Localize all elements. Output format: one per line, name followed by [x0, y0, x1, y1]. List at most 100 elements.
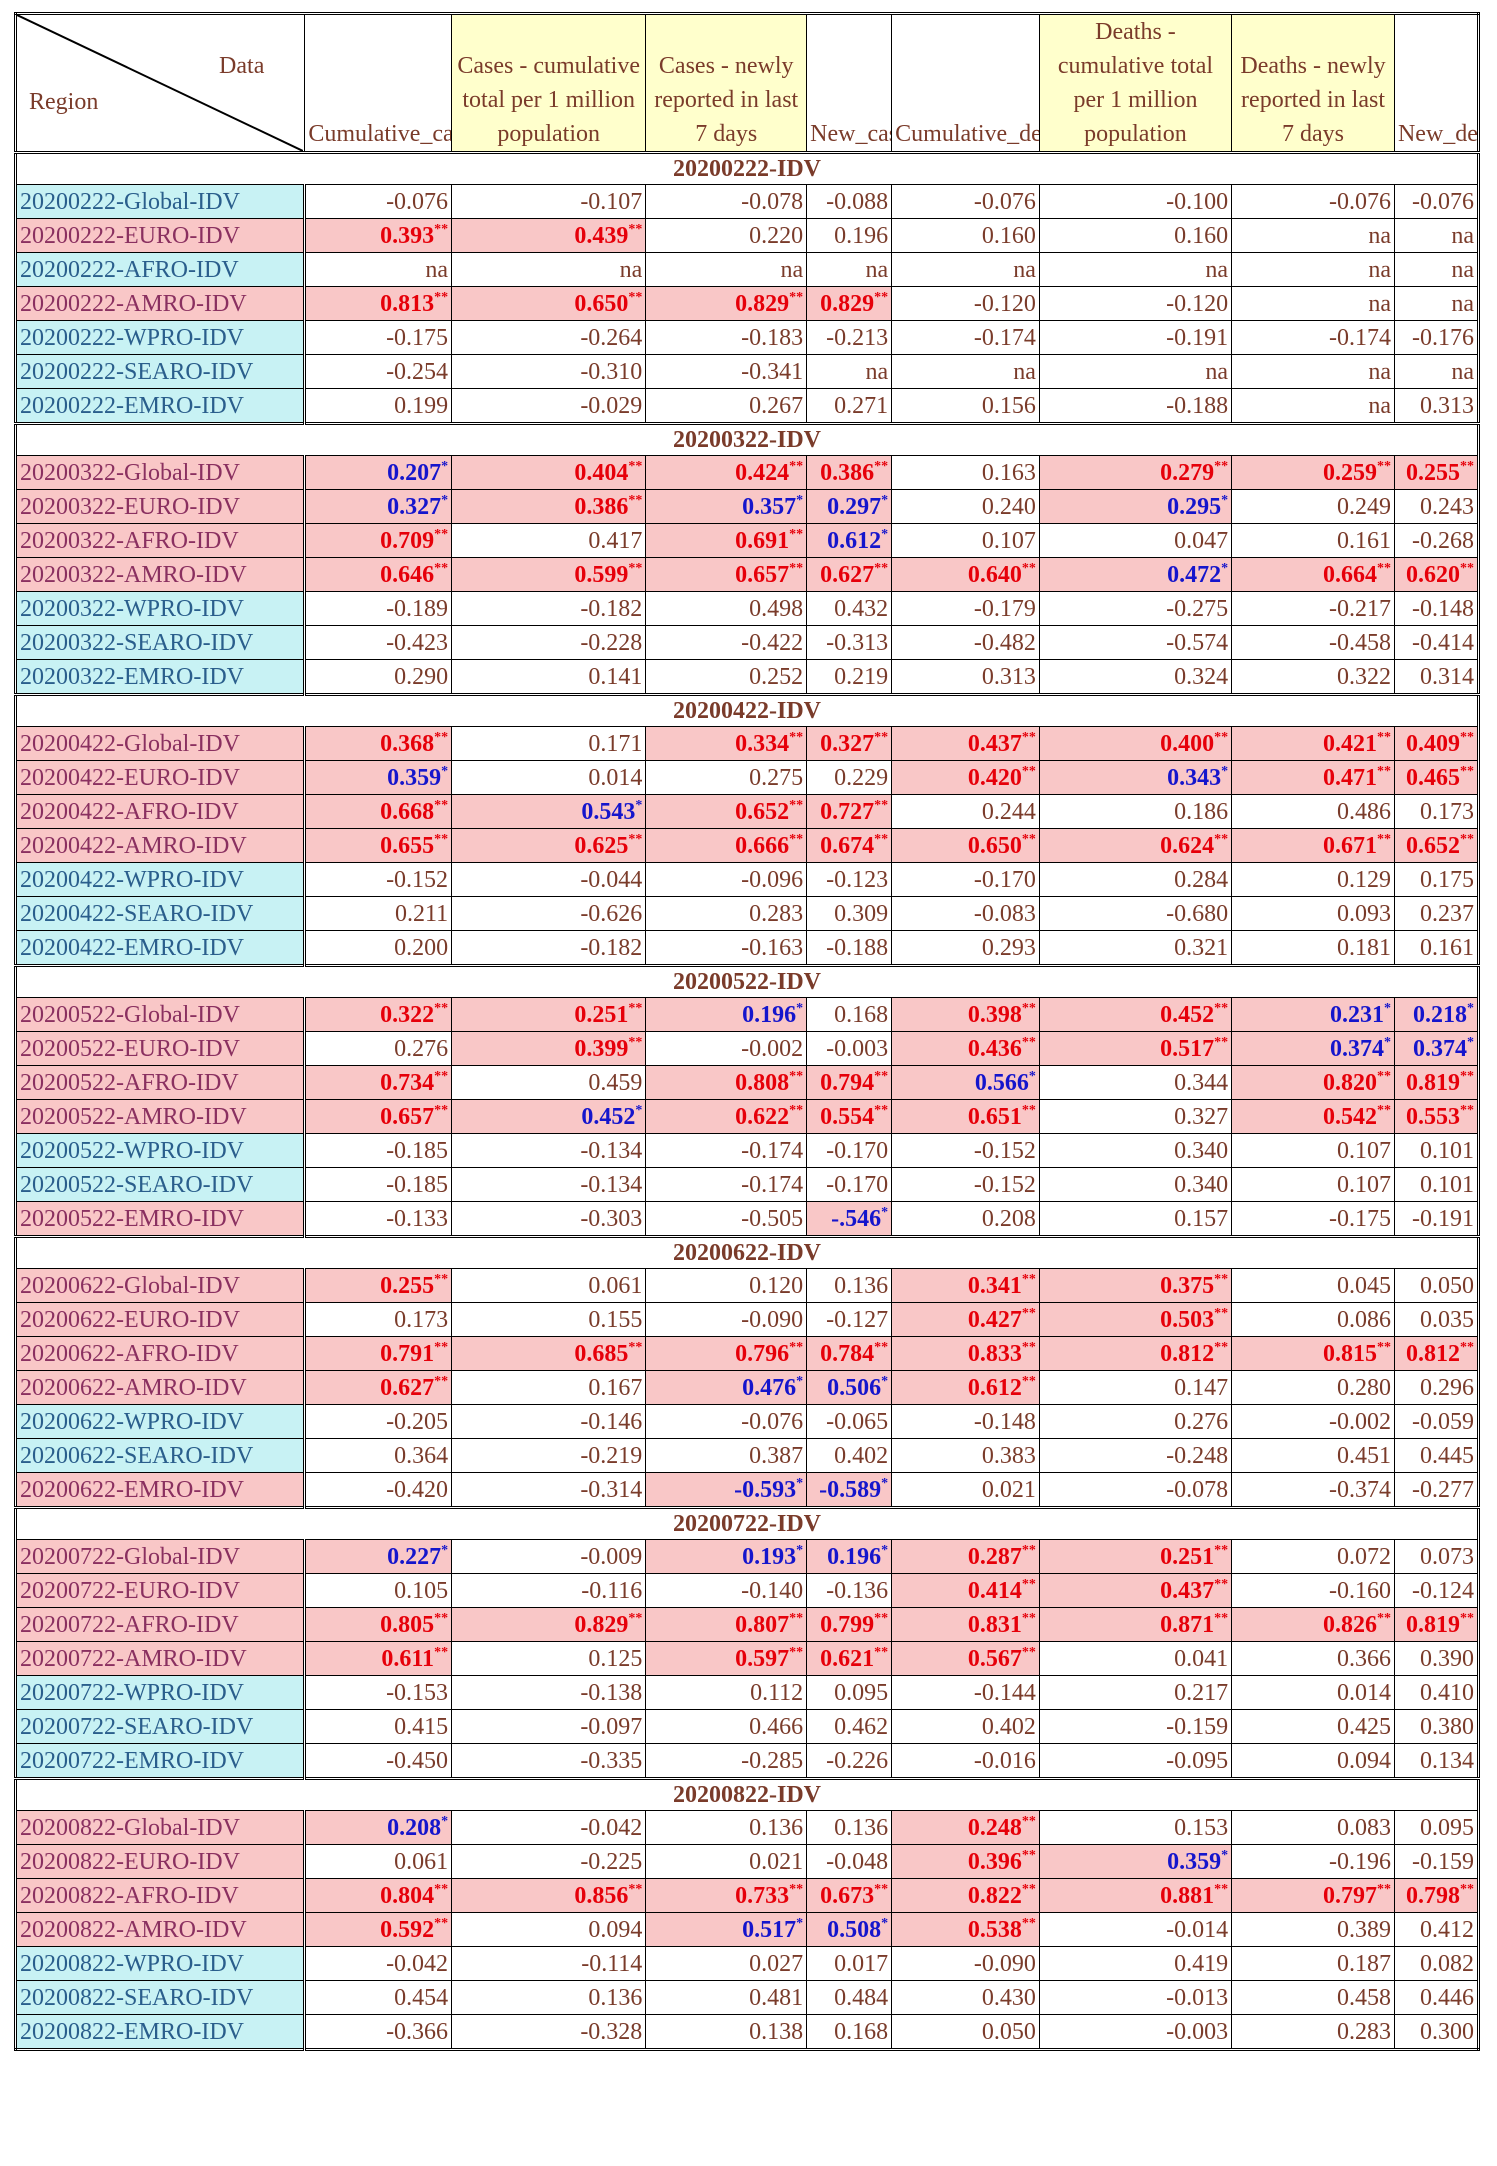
- value-cell: 0.655**: [304, 828, 453, 863]
- value-cell: -0.264: [451, 320, 647, 355]
- value-cell: 0.808**: [645, 1065, 808, 1100]
- value-cell: 0.436**: [891, 1031, 1040, 1066]
- region-cell: 20200622-EMRO-IDV: [14, 1472, 307, 1508]
- value-cell: 0.819**: [1393, 1065, 1480, 1100]
- data-row: 20200222-SEARO-IDV -0.254 -0.310 -0.341 na na…: [14, 354, 1480, 389]
- value-cell: -0.107: [451, 184, 647, 219]
- value-cell: 0.622**: [645, 1099, 808, 1134]
- data-row: 20200322-WPRO-IDV -0.189 -0.182 0.498 0.432-…: [14, 591, 1480, 626]
- value-cell: 0.856**: [451, 1878, 647, 1913]
- value-cell: 0.398**: [891, 997, 1040, 1032]
- value-cell: 0.393**: [304, 218, 453, 253]
- value-cell: 0.208: [891, 1201, 1040, 1237]
- data-row: 20200422-AFRO-IDV 0.668** 0.543* 0.652** 0.7…: [14, 794, 1480, 829]
- value-cell: 0.196*: [806, 1539, 893, 1574]
- value-cell: 0.147: [1038, 1370, 1233, 1405]
- value-cell: 0.027: [645, 1946, 808, 1981]
- value-cell: 0.359*: [304, 760, 453, 795]
- value-cell: 0.462: [806, 1709, 893, 1744]
- value-cell: 0.390: [1393, 1641, 1480, 1676]
- data-row: 20200822-AFRO-IDV 0.804** 0.856** 0.733** 0.…: [14, 1878, 1480, 1913]
- value-cell: 0.021: [645, 1844, 808, 1879]
- value-cell: -0.146: [451, 1404, 647, 1439]
- data-row: 20200322-EURO-IDV 0.327* 0.386** 0.357* 0.29…: [14, 489, 1480, 524]
- data-row: 20200622-AMRO-IDV 0.627** 0.167 0.476* 0.506…: [14, 1370, 1480, 1405]
- value-cell: 0.465**: [1393, 760, 1480, 795]
- value-cell: 0.375**: [1038, 1268, 1233, 1303]
- value-cell: 0.404**: [451, 455, 647, 490]
- value-cell: -0.159: [1393, 1844, 1480, 1879]
- data-row: 20200522-SEARO-IDV -0.185 -0.134 -0.174 -0.1…: [14, 1167, 1480, 1202]
- value-cell: -.546*: [806, 1201, 893, 1237]
- value-cell: 0.161: [1393, 930, 1480, 966]
- value-cell: 0.674**: [806, 828, 893, 863]
- value-cell: 0.554**: [806, 1099, 893, 1134]
- value-cell: 0.341**: [891, 1268, 1040, 1303]
- group-row: 20200822-IDV: [15, 1777, 1479, 1811]
- group-title: 20200222-IDV: [15, 151, 1479, 185]
- data-row: 20200422-WPRO-IDV -0.152 -0.044 -0.096 -0.12…: [14, 862, 1480, 897]
- value-cell: 0.138: [645, 2014, 808, 2050]
- value-cell: 0.321: [1038, 930, 1233, 966]
- value-cell: 0.402: [806, 1438, 893, 1473]
- data-row: 20200822-EURO-IDV 0.061 -0.225 0.021 -0.048 0…: [14, 1844, 1480, 1879]
- value-cell: 0.820**: [1231, 1065, 1395, 1100]
- value-cell: -0.176: [1393, 320, 1480, 355]
- column-header: New_deaths: [1393, 13, 1480, 153]
- value-cell: 0.207*: [304, 455, 453, 490]
- region-cell: 20200322-SEARO-IDV: [14, 625, 307, 660]
- region-cell: 20200822-Global-IDV: [14, 1810, 307, 1845]
- value-cell: 0.129: [1231, 862, 1395, 897]
- value-cell: 0.181: [1231, 930, 1395, 966]
- region-cell: 20200822-EMRO-IDV: [14, 2014, 307, 2050]
- value-cell: 0.452*: [451, 1099, 647, 1134]
- value-cell: -0.174: [645, 1133, 808, 1168]
- value-cell: 0.280: [1231, 1370, 1395, 1405]
- value-cell: 0.295*: [1038, 489, 1233, 524]
- value-cell: na: [451, 252, 647, 287]
- value-cell: 0.566*: [891, 1065, 1040, 1100]
- value-cell: -0.191: [1393, 1201, 1480, 1237]
- data-row: 20200622-SEARO-IDV 0.364 -0.219 0.387 0.402 0…: [14, 1438, 1480, 1473]
- value-cell: na: [1393, 218, 1480, 253]
- value-cell: 0.691**: [645, 523, 808, 558]
- region-cell: 20200422-AFRO-IDV: [14, 794, 307, 829]
- value-cell: 0.101: [1393, 1133, 1480, 1168]
- value-cell: -0.163: [645, 930, 808, 966]
- value-cell: -0.219: [451, 1438, 647, 1473]
- region-cell: 20200822-AMRO-IDV: [14, 1912, 307, 1947]
- value-cell: 0.120: [645, 1268, 808, 1303]
- region-cell: 20200222-Global-IDV: [14, 184, 307, 219]
- value-cell: -0.182: [451, 591, 647, 626]
- value-cell: 0.095: [806, 1675, 893, 1710]
- value-cell: 0.283: [645, 896, 808, 931]
- group-title: 20200722-IDV: [15, 1506, 1479, 1540]
- value-cell: -0.303: [451, 1201, 647, 1237]
- group-row: 20200522-IDV: [15, 964, 1479, 998]
- value-cell: na: [806, 354, 893, 389]
- value-cell: -0.076: [1393, 184, 1480, 219]
- value-cell: 0.396**: [891, 1844, 1040, 1879]
- value-cell: -0.153: [304, 1675, 453, 1710]
- value-cell: 0.410: [1393, 1675, 1480, 1710]
- value-cell: -0.228: [451, 625, 647, 660]
- value-cell: na: [1231, 286, 1395, 321]
- region-cell: 20200522-AFRO-IDV: [14, 1065, 307, 1100]
- value-cell: 0.101: [1393, 1167, 1480, 1202]
- value-cell: 0.419: [1038, 1946, 1233, 1981]
- value-cell: 0.812**: [1393, 1336, 1480, 1371]
- value-cell: -0.100: [1038, 184, 1233, 219]
- value-cell: 0.227*: [304, 1539, 453, 1574]
- data-row: 20200422-EMRO-IDV 0.200 -0.182 -0.163 -0.188…: [14, 930, 1480, 966]
- value-cell: 0.400**: [1038, 726, 1233, 761]
- data-row: 20200622-WPRO-IDV -0.205 -0.146 -0.076 -0.06…: [14, 1404, 1480, 1439]
- value-cell: 0.685**: [451, 1336, 647, 1371]
- value-cell: 0.409**: [1393, 726, 1480, 761]
- value-cell: -0.116: [451, 1573, 647, 1608]
- region-cell: 20200222-WPRO-IDV: [14, 320, 307, 355]
- value-cell: -0.076: [645, 1404, 808, 1439]
- value-cell: 0.313: [1393, 388, 1480, 424]
- value-cell: 0.287**: [891, 1539, 1040, 1574]
- value-cell: 0.231*: [1231, 997, 1395, 1032]
- value-cell: 0.402: [891, 1709, 1040, 1744]
